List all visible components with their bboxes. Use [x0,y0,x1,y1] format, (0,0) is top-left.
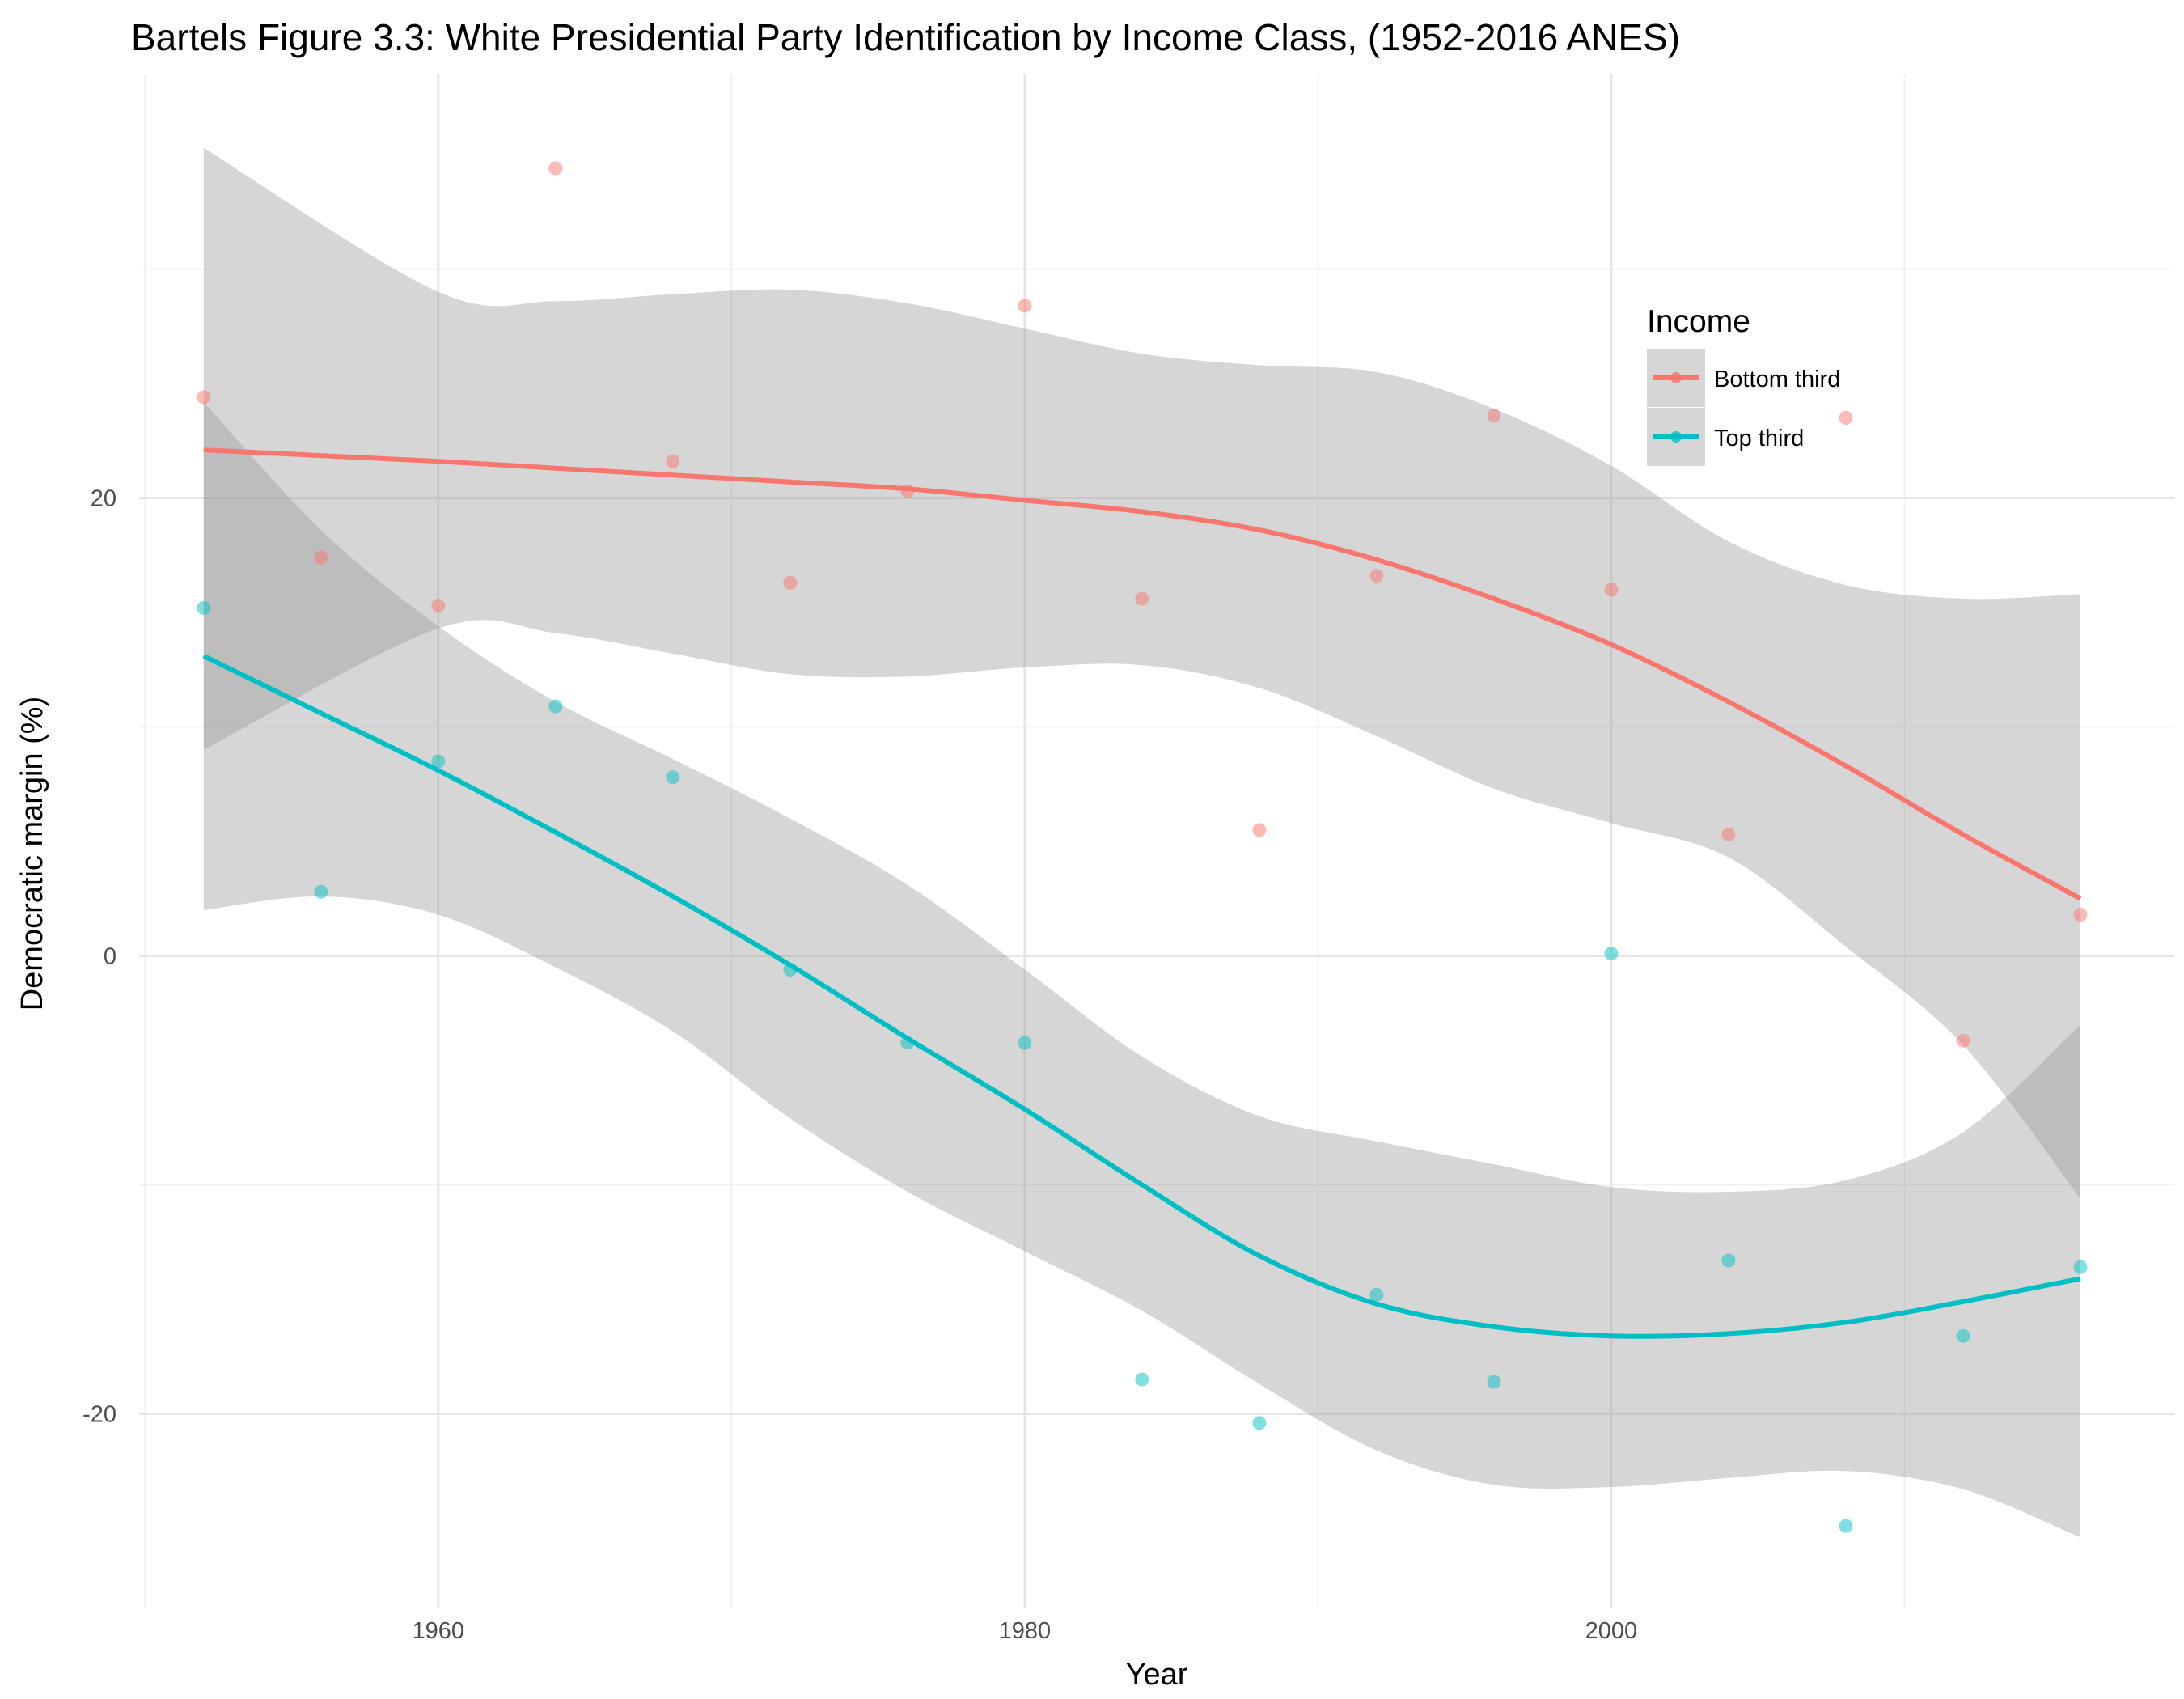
point-bottom-third-1992 [1369,569,1384,583]
y-tick-label-0: 0 [104,943,116,969]
ribbon-bottom-third [203,147,2080,1199]
y-tick-label-20: 20 [91,486,116,512]
legend-title: Income [1647,304,1750,339]
x-tick-label-1980: 1980 [999,1618,1052,1644]
point-bottom-third-2016 [2073,908,2088,922]
point-top-third-1956 [314,884,328,899]
ribbon-top-third [203,401,2080,1538]
point-bottom-third-1956 [314,550,328,565]
point-top-third-1992 [1369,1287,1384,1302]
point-top-third-2008 [1839,1519,1853,1533]
y-axis-title: Democratic margin (%) [15,697,49,1011]
point-bottom-third-1952 [197,390,211,405]
point-bottom-third-1960 [431,599,446,613]
y-tick-label--20: -20 [83,1401,116,1427]
smooth-line-bottom-third [203,447,2082,901]
confidence-ribbons [203,147,2080,1538]
x-tick-label-2000: 2000 [1585,1618,1638,1644]
chart-title: Bartels Figure 3.3: White Presidential P… [131,16,1680,58]
point-top-third-1984 [1135,1372,1149,1387]
point-top-third-1960 [431,754,446,769]
legend-key-point-top-third [1670,431,1682,443]
point-top-third-1980 [1018,1036,1032,1050]
point-top-third-2000 [1604,947,1619,961]
point-bottom-third-1980 [1018,299,1032,313]
x-axis-title: Year [1126,1658,1188,1692]
point-bottom-third-1972 [783,575,798,590]
legend-label-bottom-third: Bottom third [1714,366,1840,392]
point-bottom-third-1988 [1252,823,1267,837]
point-bottom-third-2008 [1839,410,1853,425]
point-bottom-third-2012 [1956,1033,1970,1048]
point-bottom-third-2004 [1721,828,1736,842]
legend-key-point-bottom-third [1670,372,1682,383]
gridlines [139,74,2174,1608]
point-top-third-1988 [1252,1416,1267,1430]
point-top-third-1968 [666,770,680,785]
point-top-third-1996 [1487,1375,1501,1389]
x-tick-label-1960: 1960 [413,1618,465,1644]
point-top-third-1952 [197,600,211,615]
smooth-lines [202,447,2082,1339]
point-bottom-third-1996 [1487,409,1501,423]
point-top-third-1964 [548,699,563,714]
legend: Income Bottom third Top third [1647,304,1840,466]
tick-labels: 1960 1980 2000 -20 0 20 [83,486,1637,1644]
smooth-line-top-third [202,654,2081,1339]
legend-label-top-third: Top third [1714,426,1804,451]
point-top-third-2004 [1721,1253,1736,1268]
point-top-third-2012 [1956,1328,1970,1343]
point-bottom-third-1964 [548,161,563,176]
point-bottom-third-1984 [1135,591,1149,606]
point-top-third-2016 [2073,1260,2088,1274]
point-bottom-third-2000 [1604,583,1619,597]
point-bottom-third-1968 [666,454,680,468]
